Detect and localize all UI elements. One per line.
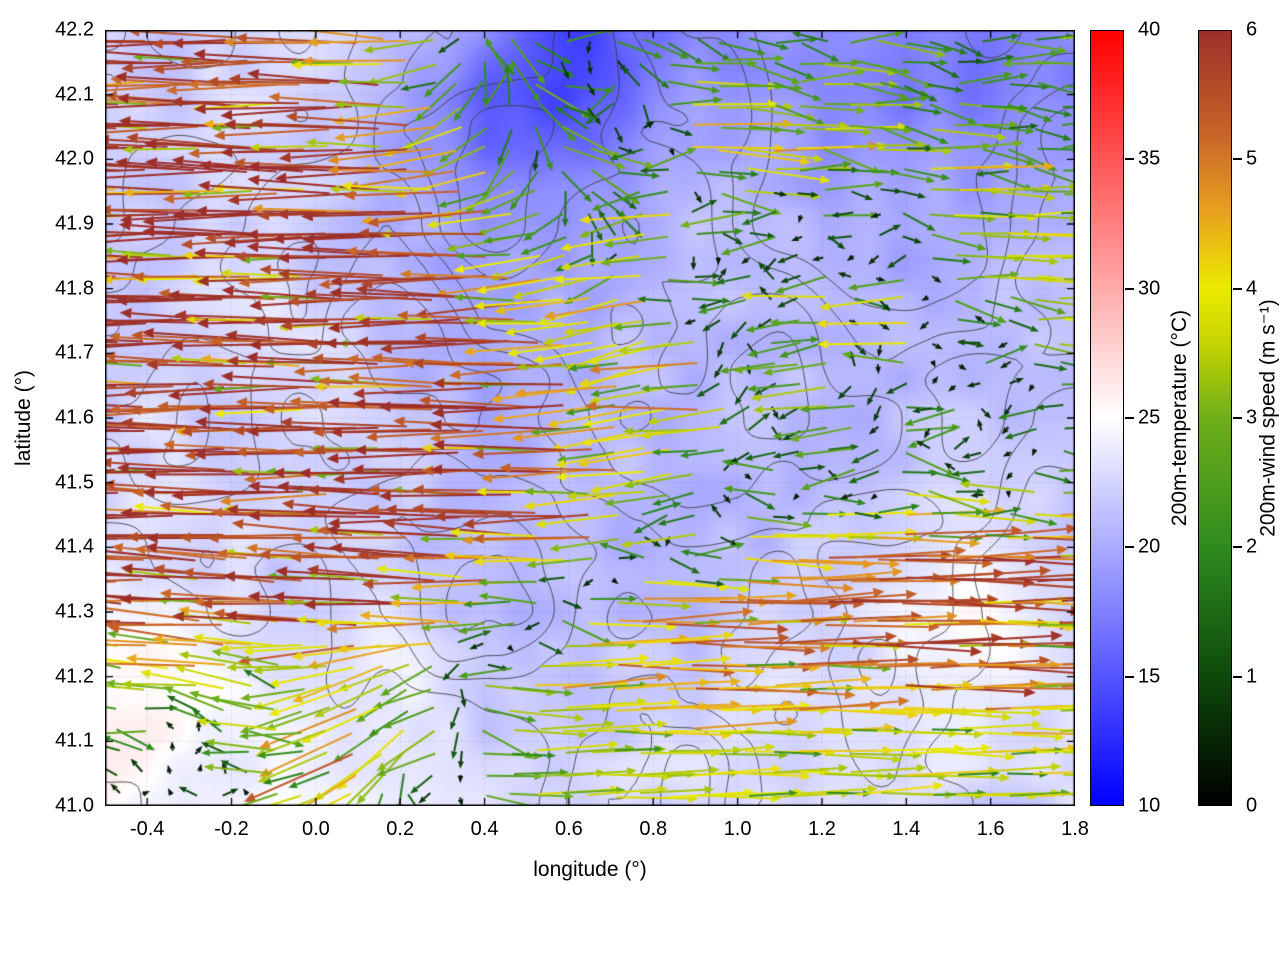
y-tick-label: 42.1: [55, 83, 94, 106]
colorbar-tick-label: 1: [1246, 665, 1258, 688]
map-plot-canvas: [105, 30, 1075, 806]
colorbar-tick-mark: [1233, 417, 1242, 419]
x-tick-label: 1.0: [723, 818, 752, 840]
y-tick-label: 41.6: [55, 406, 94, 429]
y-tick-label: 41.9: [55, 212, 94, 235]
y-tick-label: 42.0: [55, 147, 94, 170]
y-tick-label: 41.4: [55, 535, 94, 558]
wind-colorbar-label: 200m-wind speed (m s⁻¹): [1256, 299, 1280, 537]
x-tick-label: -0.4: [129, 818, 165, 840]
x-tick-label: 0.0: [301, 818, 330, 840]
x-axis-label: longitude (°): [533, 858, 647, 881]
colorbar-tick-mark: [1233, 546, 1242, 549]
colorbar-tick-mark: [1125, 287, 1134, 290]
x-tick-label: 1.8: [1061, 818, 1089, 840]
y-tick-label: 41.3: [55, 600, 94, 623]
x-tick-label: 0.8: [639, 818, 668, 840]
y-tick-label: 41.5: [55, 471, 94, 494]
colorbar-tick-label: 6: [1246, 18, 1258, 41]
colorbar-tick-mark: [1233, 158, 1242, 161]
colorbar-tick-label: 40: [1138, 18, 1161, 41]
y-tick-label: 41.1: [55, 729, 94, 752]
colorbar-tick-mark: [1233, 287, 1242, 290]
colorbar-tick-label: 10: [1138, 794, 1161, 817]
colorbar-tick-label: 35: [1138, 147, 1161, 170]
y-tick-label: 42.2: [55, 18, 94, 41]
colorbar-tick-label: 0: [1246, 794, 1258, 817]
wind-colorbar: [1198, 30, 1232, 806]
x-tick-label: -0.2: [214, 818, 249, 840]
colorbar-tick-mark: [1233, 675, 1242, 678]
y-tick-label: 41.7: [55, 341, 94, 364]
y-tick-label: 41.8: [55, 277, 94, 300]
x-tick-label: 0.4: [470, 818, 499, 840]
x-tick-label: 0.2: [386, 818, 415, 840]
y-tick-label: 41.2: [55, 665, 94, 688]
temperature-colorbar: [1090, 30, 1124, 806]
x-tick-label: 1.2: [808, 818, 836, 840]
colorbar-tick-label: 20: [1138, 535, 1161, 558]
colorbar-tick-label: 3: [1246, 406, 1258, 429]
colorbar-tick-label: 5: [1246, 147, 1258, 170]
colorbar-tick-mark: [1125, 158, 1134, 161]
colorbar-tick-label: 4: [1246, 277, 1258, 300]
colorbar-tick-mark: [1125, 417, 1134, 419]
colorbar-tick-label: 2: [1246, 535, 1258, 558]
x-tick-label: 1.6: [976, 818, 1005, 840]
colorbar-tick-mark: [1125, 546, 1134, 549]
colorbar-tick-label: 25: [1138, 406, 1161, 429]
colorbar-tick-label: 15: [1138, 665, 1161, 688]
colorbar-tick-label: 30: [1138, 277, 1161, 300]
temperature-colorbar-label: 200m-temperature (°C): [1168, 309, 1191, 527]
y-tick-label: 41.0: [55, 794, 94, 817]
x-tick-label: 0.6: [555, 818, 583, 840]
colorbar-tick-mark: [1125, 675, 1134, 678]
x-tick-label: 1.4: [892, 818, 921, 840]
